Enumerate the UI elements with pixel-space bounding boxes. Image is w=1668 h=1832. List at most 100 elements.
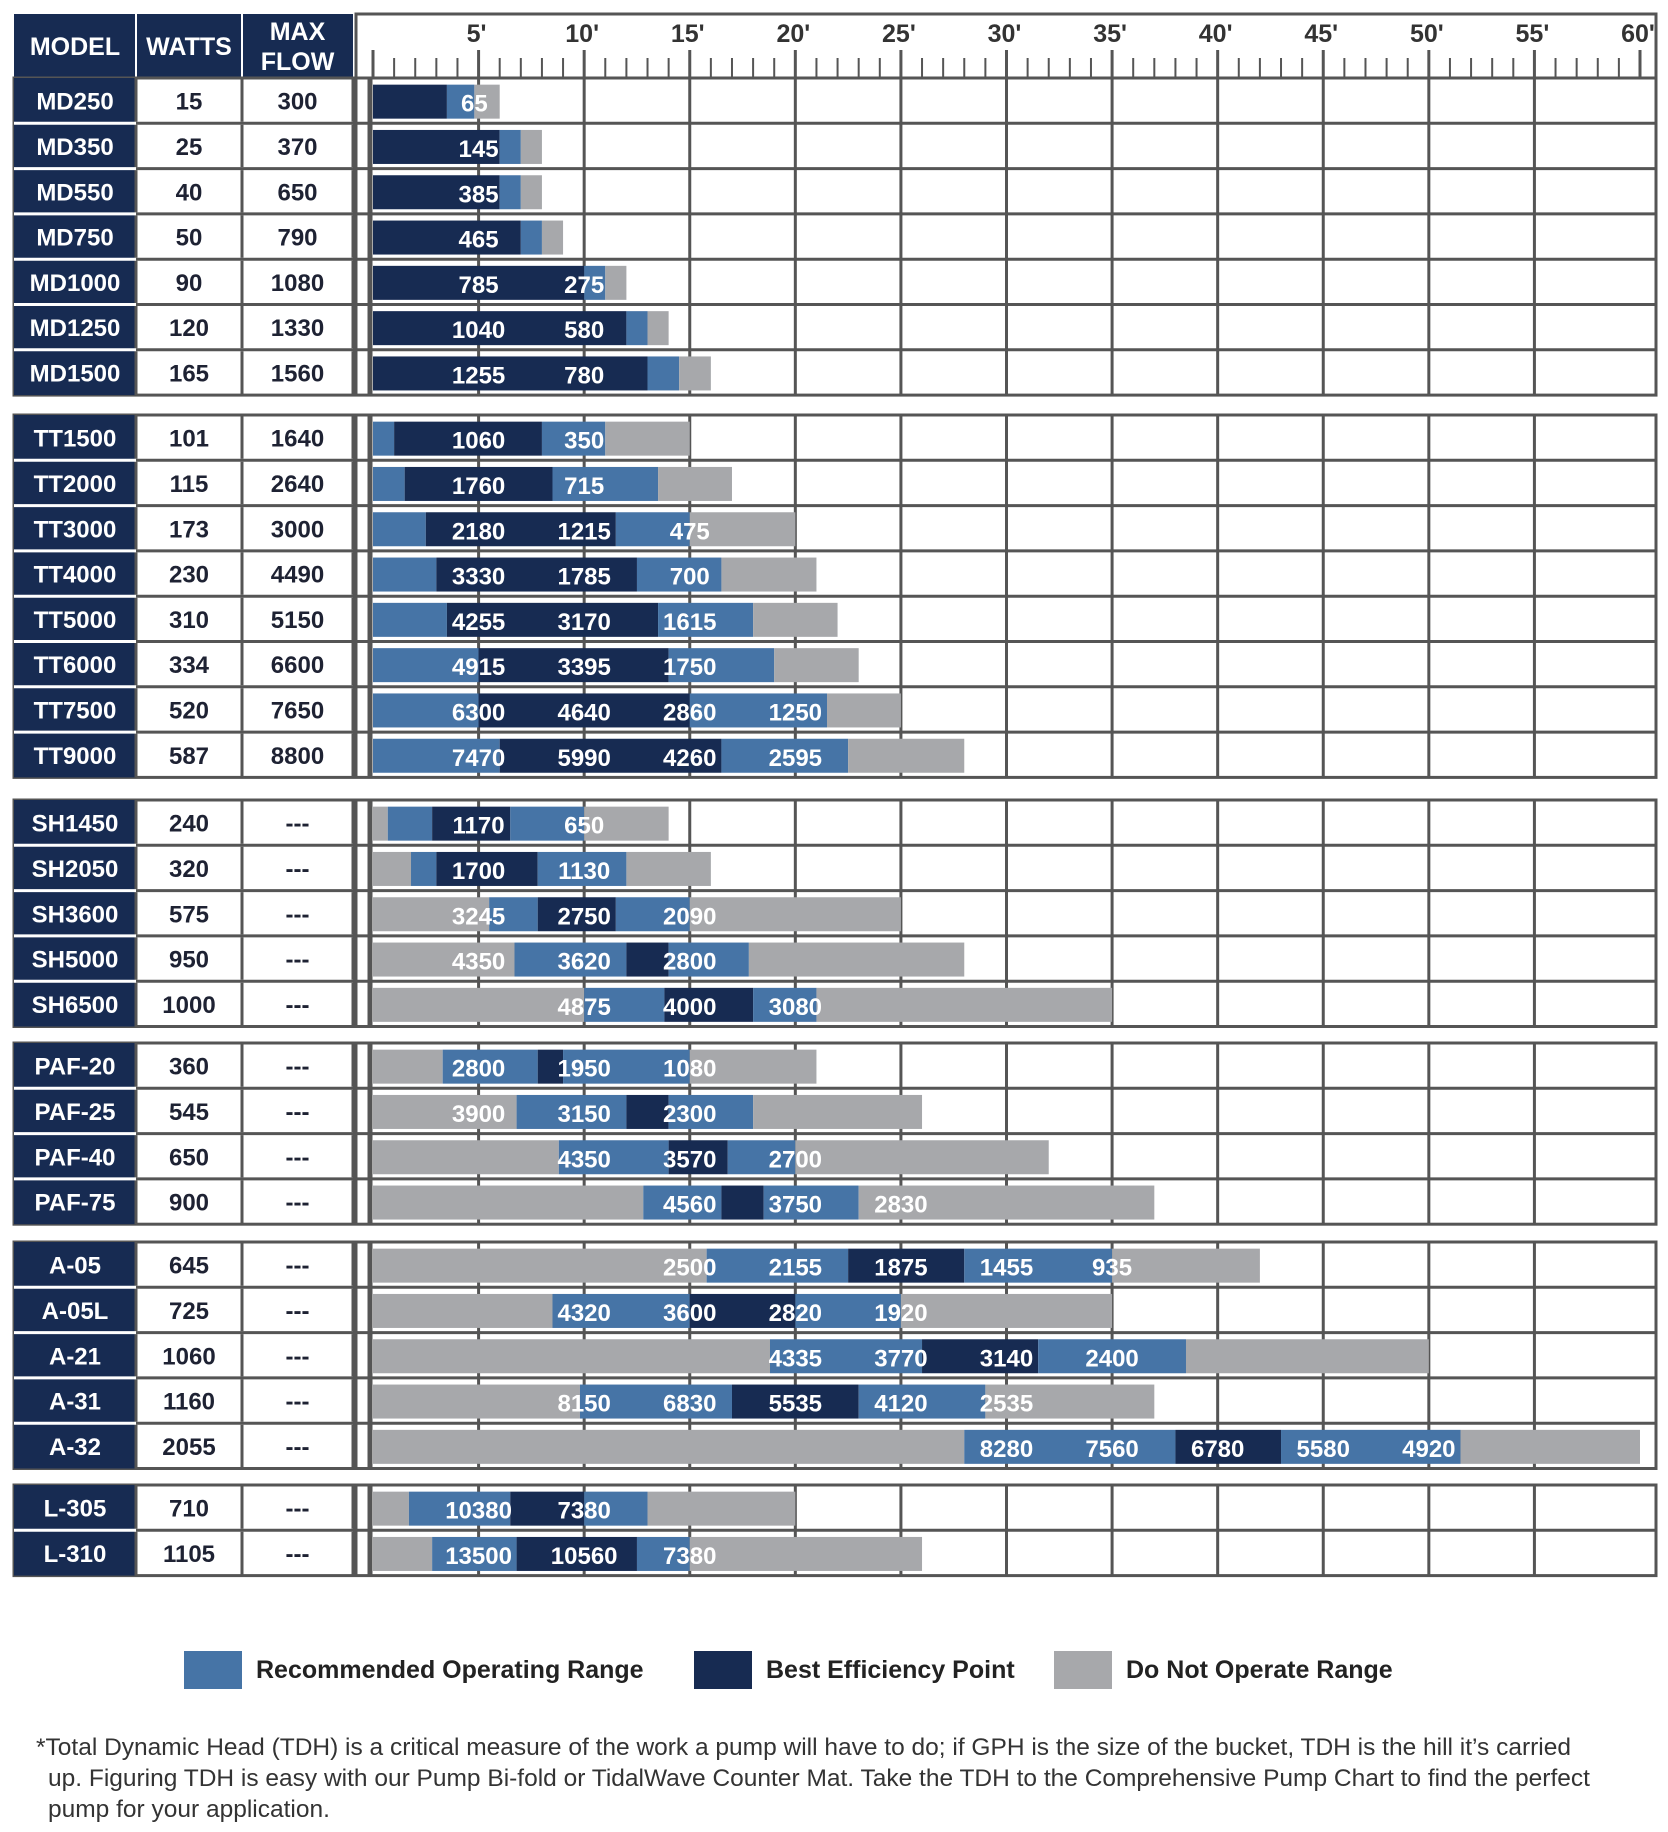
bar-segment-do-not-operate: [373, 1140, 559, 1175]
x-tick-label: 60': [1621, 20, 1655, 48]
bar-segment-best-efficiency: [446, 602, 659, 637]
bar-segment-recommended: [446, 84, 475, 119]
flow-label: 3395: [557, 654, 610, 681]
bar-segment-recommended: [636, 1536, 690, 1571]
flow-label: 1255: [452, 362, 505, 389]
flow-label: 2860: [663, 699, 716, 726]
flow-label: 1040: [452, 317, 505, 344]
bar-segment-best-efficiency: [668, 1140, 728, 1175]
x-tick-label: 20': [776, 20, 810, 48]
bar-segment-recommended: [373, 602, 447, 637]
x-tick-label: 5': [467, 20, 487, 48]
flow-label: 4640: [557, 699, 610, 726]
bar-segment-do-not-operate: [520, 175, 542, 210]
flow-label: 1455: [980, 1255, 1033, 1282]
bar-segment-recommended: [858, 1384, 986, 1419]
bar-segment-do-not-operate: [647, 311, 669, 346]
flow-label: 475: [670, 518, 710, 545]
model-name: PAF-40: [35, 1144, 116, 1171]
flow-label: 5990: [557, 745, 610, 772]
bar-segment-do-not-operate: [900, 1293, 1113, 1328]
model-name: TT5000: [34, 607, 117, 634]
model-name: A-31: [49, 1389, 101, 1416]
bar-segment-recommended: [579, 1384, 732, 1419]
bar-segment-recommended: [514, 942, 627, 977]
footnote-line-1: *Total Dynamic Head (TDH) is a critical …: [36, 1734, 1572, 1761]
flow-label: 1950: [557, 1056, 610, 1083]
flow-label: 385: [459, 181, 499, 208]
flow-label: 7560: [1085, 1436, 1138, 1463]
bar-segment-best-efficiency: [373, 175, 500, 210]
bar-segment-recommended: [964, 1429, 1176, 1464]
bar-segment-best-efficiency: [478, 648, 669, 683]
bar-segment-recommended: [373, 738, 500, 773]
bar-segment-recommended: [769, 1339, 923, 1374]
watts-value: 120: [169, 315, 209, 342]
flow-label: 2700: [769, 1146, 822, 1173]
max-flow-value: ---: [286, 1343, 310, 1370]
watts-value: 650: [169, 1144, 209, 1171]
bar-segment-best-efficiency: [436, 557, 637, 592]
bar-segment-do-not-operate: [584, 806, 669, 841]
model-name: SH3600: [32, 901, 119, 928]
flow-label: 7380: [557, 1498, 610, 1525]
bar-segment-recommended: [636, 557, 722, 592]
model-name: SH6500: [32, 992, 119, 1019]
bar-segment-recommended: [516, 1094, 627, 1129]
flow-label: 1060: [452, 428, 505, 455]
flow-label: 4920: [1402, 1436, 1455, 1463]
bar-segment-recommended: [489, 897, 538, 932]
bar-segment-do-not-operate: [689, 512, 796, 547]
bar-segment-do-not-operate: [774, 648, 859, 683]
model-name: TT1500: [34, 426, 117, 453]
watts-value: 90: [176, 270, 203, 297]
bar-segment-recommended: [1038, 1339, 1186, 1374]
flow-label: 13500: [445, 1543, 512, 1570]
x-tick-label: 10': [565, 20, 599, 48]
bar-segment-do-not-operate: [721, 557, 817, 592]
bar-segment-do-not-operate: [753, 1094, 923, 1129]
flow-label: 8150: [557, 1391, 610, 1418]
bar-segment-do-not-operate: [474, 84, 500, 119]
bar-segment-best-efficiency: [848, 1248, 965, 1283]
watts-value: 545: [169, 1099, 209, 1126]
bar-segment-recommended: [499, 175, 521, 210]
bar-segment-do-not-operate: [748, 942, 965, 977]
bar-segment-best-efficiency: [425, 512, 616, 547]
flow-label: 6300: [452, 699, 505, 726]
legend-label-do-not-operate: Do Not Operate Range: [1126, 1655, 1393, 1684]
watts-value: 360: [169, 1054, 209, 1081]
flow-label: 1760: [452, 473, 505, 500]
bar-segment-recommended: [1281, 1429, 1461, 1464]
max-flow-value: 300: [277, 89, 317, 116]
flow-label: 7470: [452, 745, 505, 772]
flow-label: 4120: [874, 1391, 927, 1418]
model-name: MD750: [36, 225, 113, 252]
header-model: MODEL: [30, 33, 120, 61]
bar-segment-best-efficiency: [373, 356, 648, 391]
bar-segment-best-efficiency: [478, 693, 690, 728]
flow-label: 1875: [874, 1255, 927, 1282]
bar-segment-do-not-operate: [689, 897, 901, 932]
bar-segment-do-not-operate: [1460, 1429, 1640, 1464]
max-flow-value: 1080: [271, 270, 324, 297]
flow-label: 65: [461, 91, 488, 118]
flow-label: 3150: [557, 1101, 610, 1128]
bar-segment-recommended: [411, 851, 437, 886]
flow-label: 3140: [980, 1345, 1033, 1372]
max-flow-value: 650: [277, 179, 317, 206]
flow-label: 4255: [452, 609, 505, 636]
model-name: PAF-20: [35, 1054, 116, 1081]
bar-segment-do-not-operate: [605, 265, 627, 300]
watts-value: 15: [176, 89, 203, 116]
flow-label: 10560: [551, 1543, 618, 1570]
flow-label: 1080: [663, 1056, 716, 1083]
watts-value: 101: [169, 426, 209, 453]
bar-segment-do-not-operate: [373, 1248, 707, 1283]
max-flow-value: 6600: [271, 652, 324, 679]
flow-label: 3900: [452, 1101, 505, 1128]
model-name: MD1500: [30, 360, 121, 387]
flow-label: 3600: [663, 1300, 716, 1327]
bar-segment-best-efficiency: [394, 421, 542, 456]
flow-label: 715: [564, 473, 604, 500]
